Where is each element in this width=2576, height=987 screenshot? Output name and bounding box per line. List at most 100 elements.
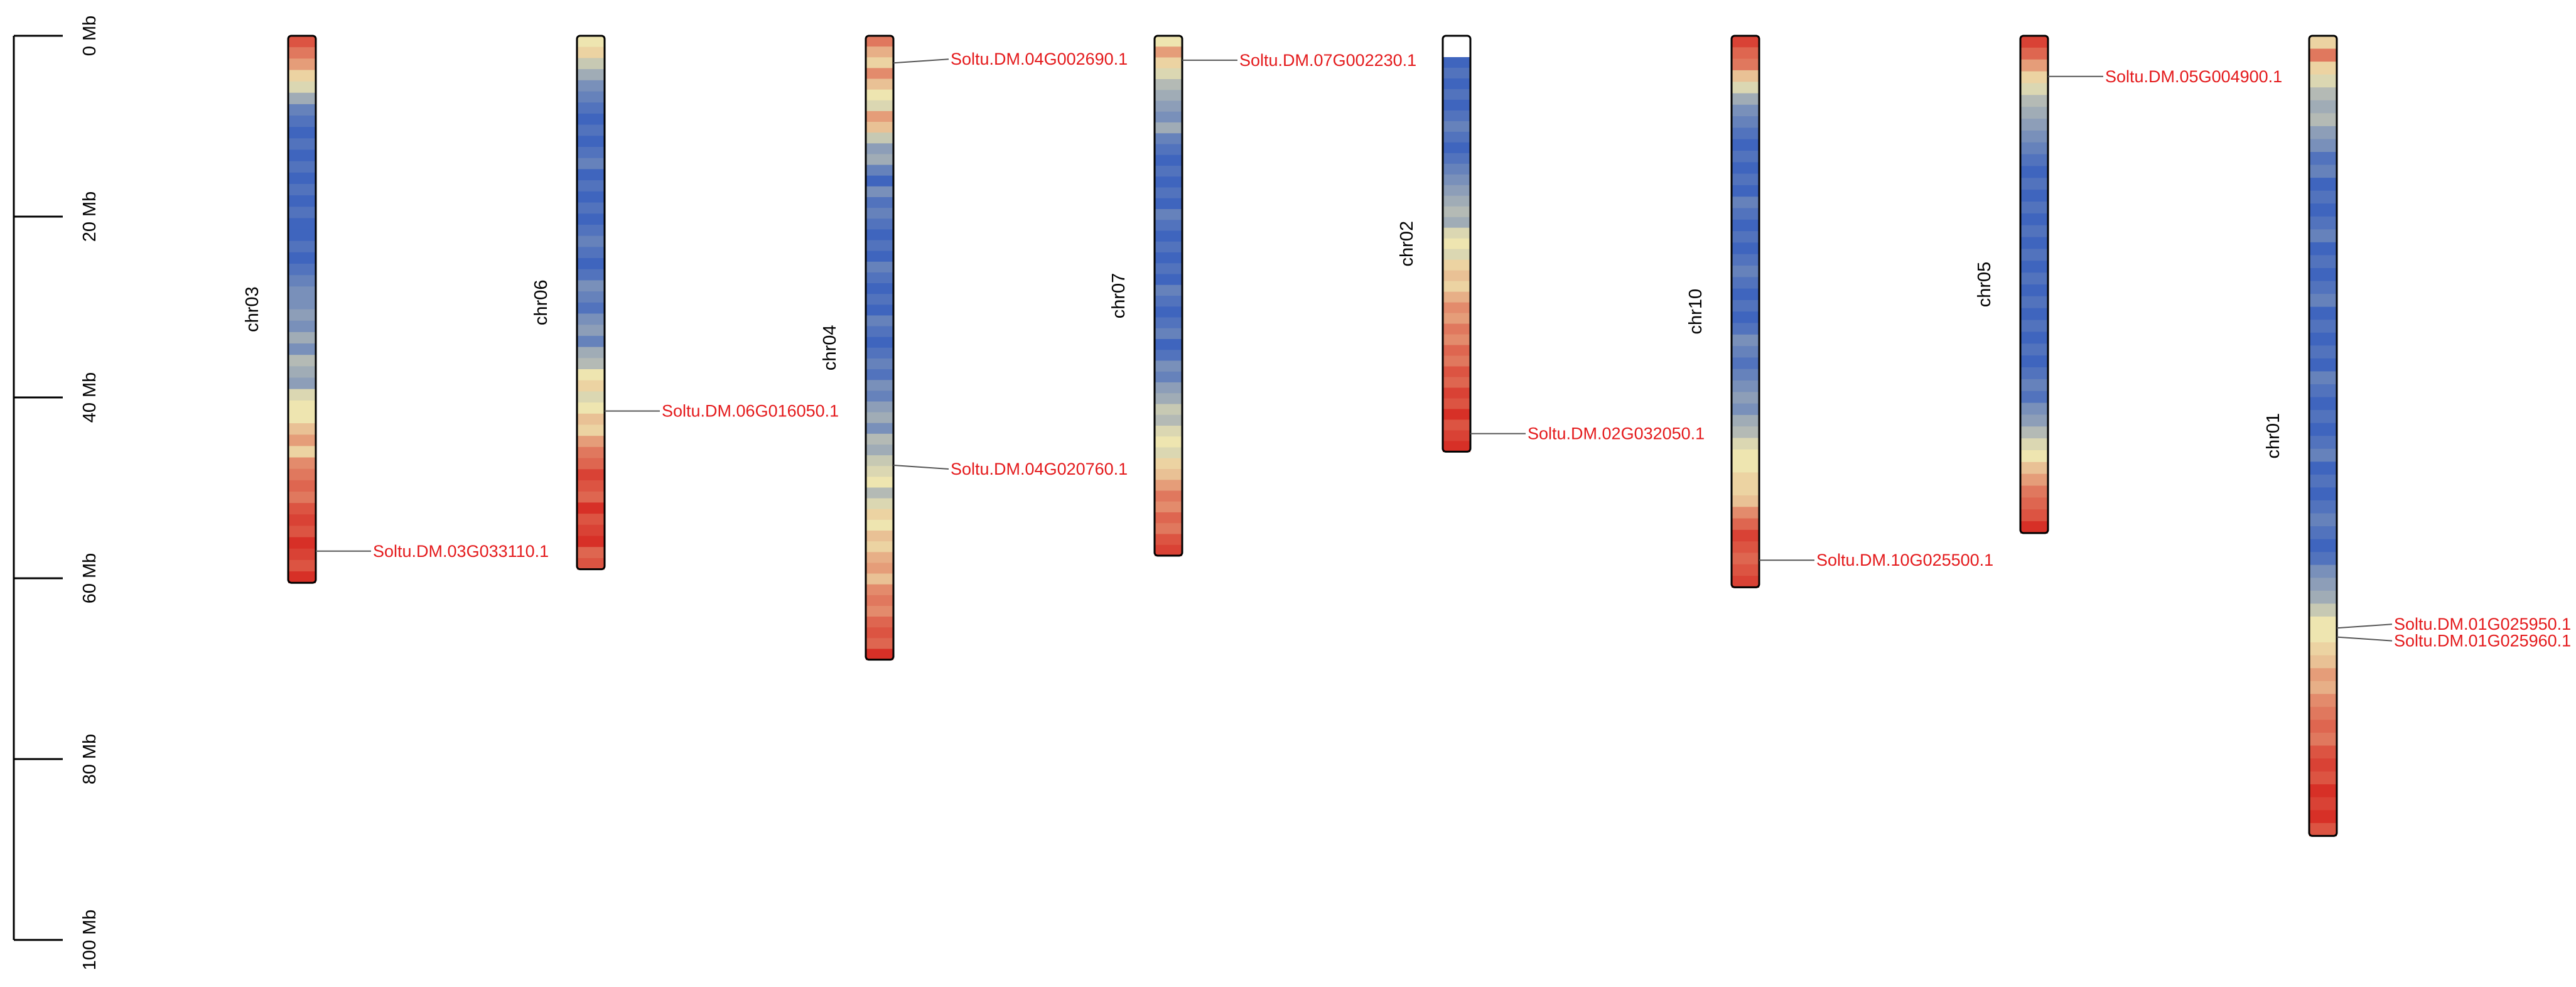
density-bin: [1155, 166, 1182, 177]
gene-label: Soltu.DM.02G032050.1: [1528, 424, 1705, 443]
gene-label: Soltu.DM.07G002230.1: [1239, 51, 1416, 70]
density-bin: [2309, 371, 2337, 385]
density-bin: [2020, 237, 2048, 250]
density-bin: [1155, 426, 1182, 437]
density-bin: [2309, 706, 2337, 721]
density-bin: [866, 380, 893, 391]
density-bin: [866, 111, 893, 122]
density-bin: [1443, 441, 1470, 452]
density-bin: [866, 573, 893, 585]
density-bin: [866, 455, 893, 467]
density-bin: [288, 149, 316, 162]
density-bin: [1732, 323, 1759, 335]
density-bin: [866, 197, 893, 208]
density-bin: [1155, 523, 1182, 535]
density-bin: [2309, 255, 2337, 269]
chromosome-label: chr07: [1109, 273, 1129, 319]
chromosome-outline: [1442, 35, 1472, 453]
density-bin: [1443, 398, 1470, 410]
density-bin: [1155, 57, 1182, 69]
density-bin: [1443, 409, 1470, 421]
density-bin: [2020, 83, 2048, 95]
density-bin: [2309, 461, 2337, 475]
density-bin: [2020, 391, 2048, 404]
density-bin: [866, 100, 893, 112]
density-bin: [2309, 281, 2337, 294]
density-bin: [866, 251, 893, 262]
density-bin: [2020, 107, 2048, 119]
chromosomes: chr03 Soltu.DM.03G033110.1 chr06 Soltu.DM.0…: [242, 35, 2571, 837]
density-bin: [577, 413, 605, 426]
density-bin: [866, 369, 893, 380]
density-bin: [866, 132, 893, 144]
density-bin: [1155, 263, 1182, 275]
density-bin: [2309, 358, 2337, 372]
density-bin: [577, 169, 605, 181]
density-bin: [2020, 379, 2048, 392]
density-bin: [2309, 190, 2337, 204]
density-bin: [577, 491, 605, 503]
density-bin: [1732, 208, 1759, 220]
density-bin: [2020, 402, 2048, 416]
density-bin: [2309, 423, 2337, 436]
density-bin: [577, 269, 605, 281]
gene-label: Soltu.DM.06G016050.1: [662, 402, 839, 421]
density-bin: [288, 207, 316, 218]
density-bin: [2020, 332, 2048, 344]
density-bin: [2309, 74, 2337, 88]
density-bin: [288, 47, 316, 59]
density-bin: [2309, 306, 2337, 320]
density-bin: [1155, 111, 1182, 123]
density-bin: [1443, 323, 1470, 335]
density-bin: [288, 138, 316, 151]
density-bin: [288, 70, 316, 82]
density-bin: [1443, 206, 1470, 218]
density-bin: [2020, 461, 2048, 475]
density-bin: [866, 477, 893, 488]
density-bin: [577, 102, 605, 114]
density-bin: [1443, 313, 1470, 325]
density-bin: [577, 213, 605, 225]
density-bin: [1732, 162, 1759, 175]
density-bin: [2020, 367, 2048, 380]
density-bin: [1155, 252, 1182, 264]
density-bin: [866, 552, 893, 564]
density-bin: [577, 436, 605, 448]
density-bin: [866, 358, 893, 370]
density-bin: [866, 487, 893, 499]
density-bin: [866, 36, 893, 47]
density-bin: [1443, 67, 1470, 79]
density-bin: [1443, 46, 1470, 58]
density-bin: [288, 377, 316, 390]
density-bin: [1155, 187, 1182, 199]
density-bin: [1443, 57, 1470, 68]
density-bin: [866, 164, 893, 176]
density-bin: [866, 347, 893, 359]
density-bin: [2020, 521, 2048, 534]
density-bin: [2309, 513, 2337, 527]
axis-tick-label: 0 Mb: [80, 16, 100, 56]
density-bin: [2309, 436, 2337, 450]
density-bin: [1732, 173, 1759, 186]
density-bin: [1155, 209, 1182, 220]
density-bin: [2020, 178, 2048, 190]
density-bin: [1732, 483, 1759, 496]
density-bin: [2309, 164, 2337, 178]
density-bin: [1443, 195, 1470, 207]
density-bin: [866, 638, 893, 650]
density-bin: [1732, 380, 1759, 392]
density-bin: [2020, 95, 2048, 107]
density-bin: [1443, 377, 1470, 389]
density-bin: [866, 509, 893, 520]
density-bin: [1732, 288, 1759, 301]
density-bin: [866, 57, 893, 68]
density-bin: [1443, 259, 1470, 271]
density-bin: [577, 247, 605, 259]
density-bin: [288, 275, 316, 287]
density-bin: [288, 36, 316, 48]
density-bin: [1732, 357, 1759, 370]
axis-tick-label: 40 Mb: [80, 372, 100, 423]
density-bin: [1732, 346, 1759, 358]
